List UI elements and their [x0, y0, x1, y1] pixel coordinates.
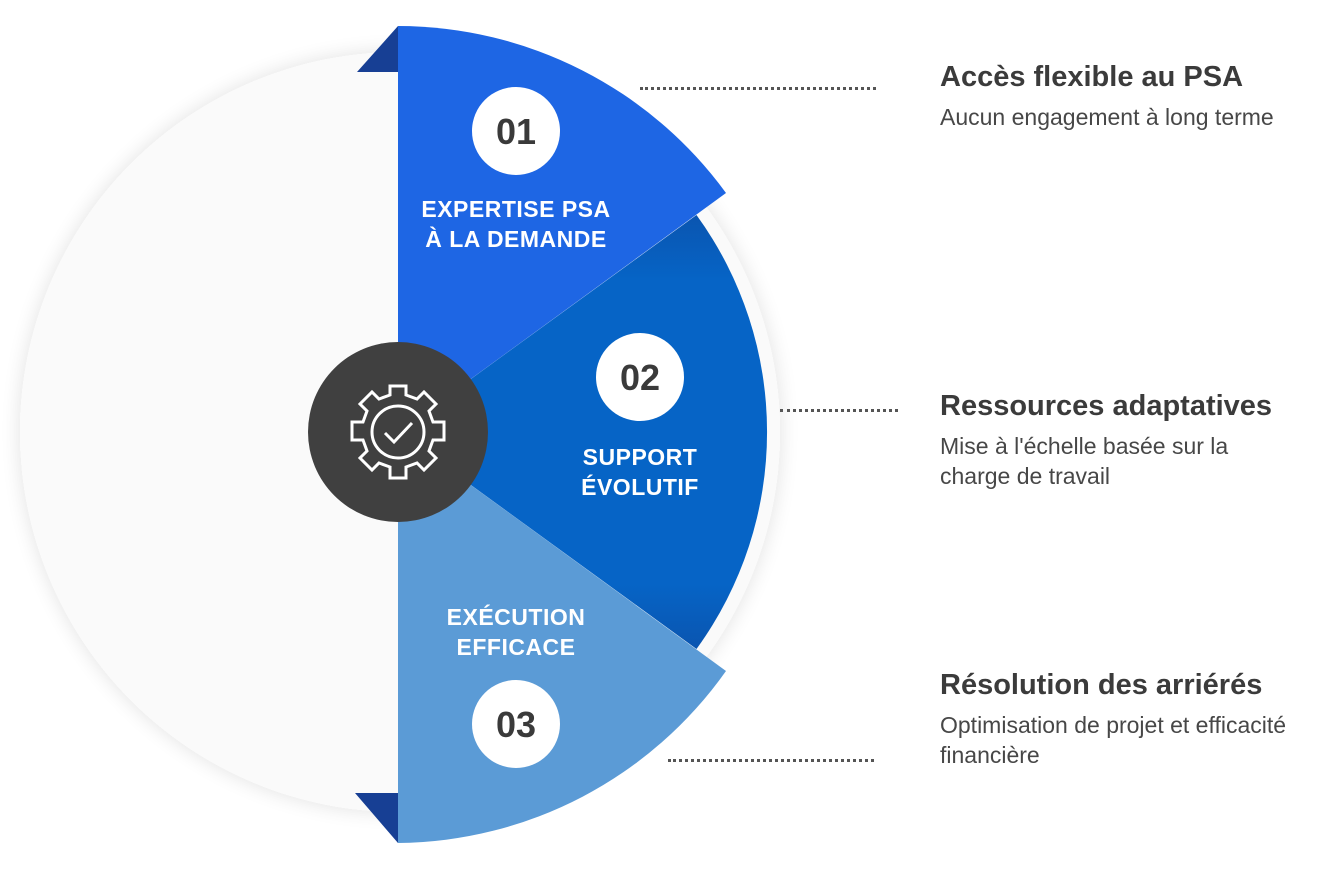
item-1-description: Aucun engagement à long terme: [940, 104, 1274, 130]
item-2-title: Ressources adaptatives: [940, 390, 1273, 422]
segment-2-label-line2: ÉVOLUTIF: [581, 473, 699, 500]
number-badge-2: [596, 333, 684, 421]
hub-circle: [308, 342, 488, 522]
item-3: Résolution des arriérés Optimisation de …: [940, 668, 1340, 770]
item-1: Accès flexible au PSA Aucun engagement à…: [940, 60, 1340, 132]
number-2: 02: [620, 357, 660, 398]
number-3: 03: [496, 704, 536, 745]
gear-check-icon: [350, 384, 446, 480]
segment-2-label-line1: SUPPORT: [583, 444, 698, 470]
bottom-fold: [355, 793, 398, 843]
number-1: 01: [496, 111, 536, 152]
segment-3-label-line2: EFFICACE: [457, 634, 576, 660]
segment-1-label-line2: À LA DEMANDE: [425, 225, 606, 252]
item-1-title: Accès flexible au PSA: [940, 61, 1244, 93]
segment-3-label-line1: EXÉCUTION: [447, 603, 586, 630]
segment-1-label-line1: EXPERTISE PSA: [421, 196, 610, 222]
number-badge-3: [472, 680, 560, 768]
connector-2: [780, 409, 898, 412]
item-3-description: Optimisation de projet et efficacité fin…: [940, 712, 1287, 768]
item-2: Ressources adaptatives Mise à l'échelle …: [940, 389, 1340, 491]
number-badge-1: [472, 87, 560, 175]
item-3-title: Résolution des arriérés: [940, 669, 1263, 701]
segment-2: [398, 215, 768, 649]
top-fold: [357, 26, 398, 72]
item-2-description: Mise à l'échelle basée sur la charge de …: [940, 433, 1229, 489]
connector-1: [640, 87, 876, 90]
connector-3: [668, 759, 874, 762]
